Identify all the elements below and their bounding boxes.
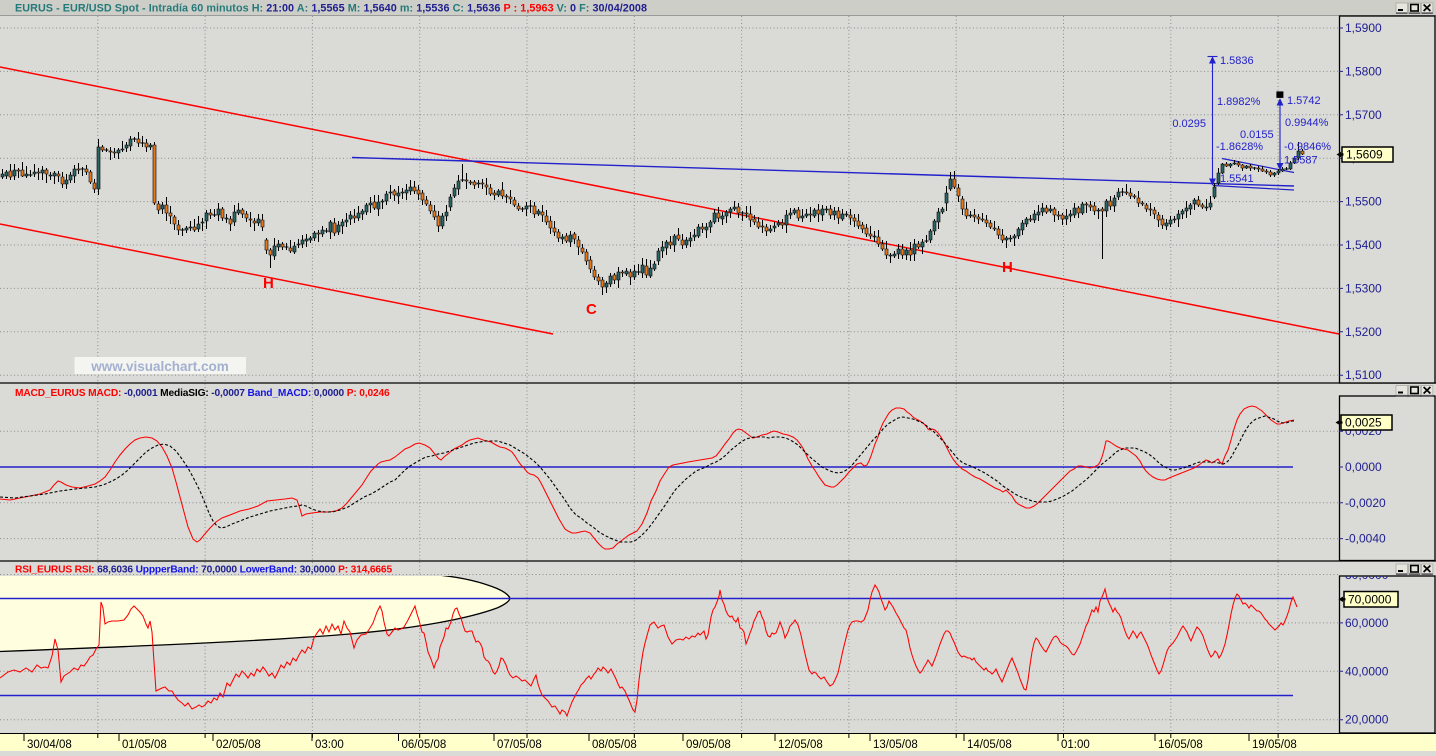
svg-text:03:00: 03:00 [315,739,344,751]
svg-text:1,5900: 1,5900 [1345,21,1382,35]
svg-text:20,0000: 20,0000 [1345,713,1389,727]
svg-text:07/05/08: 07/05/08 [497,739,542,751]
svg-text:40,0000: 40,0000 [1345,664,1389,678]
svg-text:-1.8628%: -1.8628% [1216,141,1263,153]
svg-text:-0,0020: -0,0020 [1345,496,1386,510]
svg-text:08/05/08: 08/05/08 [592,739,637,751]
svg-text:01:00: 01:00 [1061,739,1090,751]
svg-text:1,5700: 1,5700 [1345,108,1382,122]
svg-text:H: H [263,275,274,292]
svg-text:0,0000: 0,0000 [1345,460,1382,474]
svg-text:1.5836: 1.5836 [1220,55,1254,67]
svg-text:1,5400: 1,5400 [1345,238,1382,252]
svg-text:1.5541: 1.5541 [1220,173,1254,185]
svg-text:RSI_EURUS RSI: 68,6036 Upppe: RSI_EURUS RSI: 68,6036 UppperBand: 70,00… [15,565,392,576]
svg-text:01/05/08: 01/05/08 [122,739,167,751]
svg-text:1,5100: 1,5100 [1345,368,1382,382]
svg-text:1.8982%: 1.8982% [1217,96,1261,108]
svg-text:1,5500: 1,5500 [1345,195,1382,209]
svg-text:14/05/08: 14/05/08 [967,739,1012,751]
svg-text:1,5300: 1,5300 [1345,281,1382,295]
svg-text:0,0025: 0,0025 [1345,416,1382,430]
svg-text:1,5200: 1,5200 [1345,325,1382,339]
svg-text:0.9944%: 0.9944% [1285,117,1329,129]
svg-text:60,0000: 60,0000 [1345,616,1389,630]
svg-text:16/05/08: 16/05/08 [1158,739,1203,751]
svg-text:12/05/08: 12/05/08 [778,739,823,751]
svg-text:1.5587: 1.5587 [1284,155,1318,167]
svg-text:80,0000: 80,0000 [1345,568,1389,582]
svg-text:02/05/08: 02/05/08 [216,739,261,751]
svg-text:MACD_EURUS MACD: -0,0001 Med: MACD_EURUS MACD: -0,0001 MediaSIG: -0,00… [15,388,390,399]
svg-text:30/04/08: 30/04/08 [27,739,72,751]
svg-text:1,5800: 1,5800 [1345,64,1382,78]
svg-text:EURUS - EUR/USD Spot - Intradí: EURUS - EUR/USD Spot - Intradía 60 minut… [15,3,647,15]
svg-text:1,5609: 1,5609 [1346,148,1383,162]
svg-text:09/05/08: 09/05/08 [686,739,731,751]
svg-text:-0.9846%: -0.9846% [1284,141,1331,153]
svg-text:H: H [1002,259,1013,276]
svg-text:13/05/08: 13/05/08 [873,739,918,751]
svg-text:C: C [586,301,597,318]
svg-text:0.0295: 0.0295 [1172,118,1206,130]
svg-text:1.5742: 1.5742 [1287,95,1321,107]
svg-text:www.visualchart.com: www.visualchart.com [90,359,229,374]
svg-text:19/05/08: 19/05/08 [1252,739,1297,751]
svg-text:06/05/08: 06/05/08 [402,739,447,751]
svg-text:0.0155: 0.0155 [1240,129,1274,141]
svg-text:70,0000: 70,0000 [1348,593,1392,607]
svg-text:-0,0040: -0,0040 [1345,532,1386,546]
